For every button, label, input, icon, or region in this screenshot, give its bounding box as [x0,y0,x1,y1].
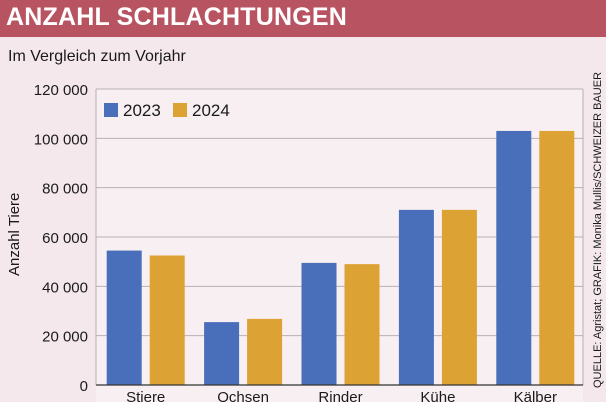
legend-swatch-2023 [104,103,118,117]
legend-label-2023: 2023 [123,101,161,120]
y-tick-label: 100 000 [34,131,88,148]
title-banner: ANZAHL SCHLACHTUNGEN [0,0,606,37]
y-tick-label: 60 000 [42,230,88,247]
y-tick-label: 40 000 [42,279,88,296]
bar-2023-ochsen [204,322,240,385]
y-tick-label: 20 000 [42,329,88,346]
bar-2024-stiere [149,255,185,385]
legend-swatch-2024 [173,103,187,117]
chart-subtitle: Im Vergleich zum Vorjahr [8,48,186,65]
y-tick-label: 120 000 [34,82,88,99]
bar-2024-kühe [441,209,477,385]
x-tick-label: Ochsen [217,389,269,402]
x-tick-label: Stiere [126,389,165,402]
y-tick-label: 80 000 [42,181,88,198]
bar-2023-kälber [496,130,532,385]
legend-label-2024: 2024 [192,101,230,120]
bar-2023-rinder [301,262,337,385]
bar-2023-stiere [106,250,142,385]
bar-2024-rinder [344,264,380,385]
bar-2023-kühe [398,209,434,385]
x-tick-label: Kühe [420,389,455,402]
chart-title: ANZAHL SCHLACHTUNGEN [6,3,348,31]
x-tick-label: Kälber [514,389,557,402]
y-tick-label: 0 [80,378,88,395]
bar-2024-kälber [539,130,575,385]
bar-2024-ochsen [247,318,283,385]
x-tick-label: Rinder [318,389,362,402]
